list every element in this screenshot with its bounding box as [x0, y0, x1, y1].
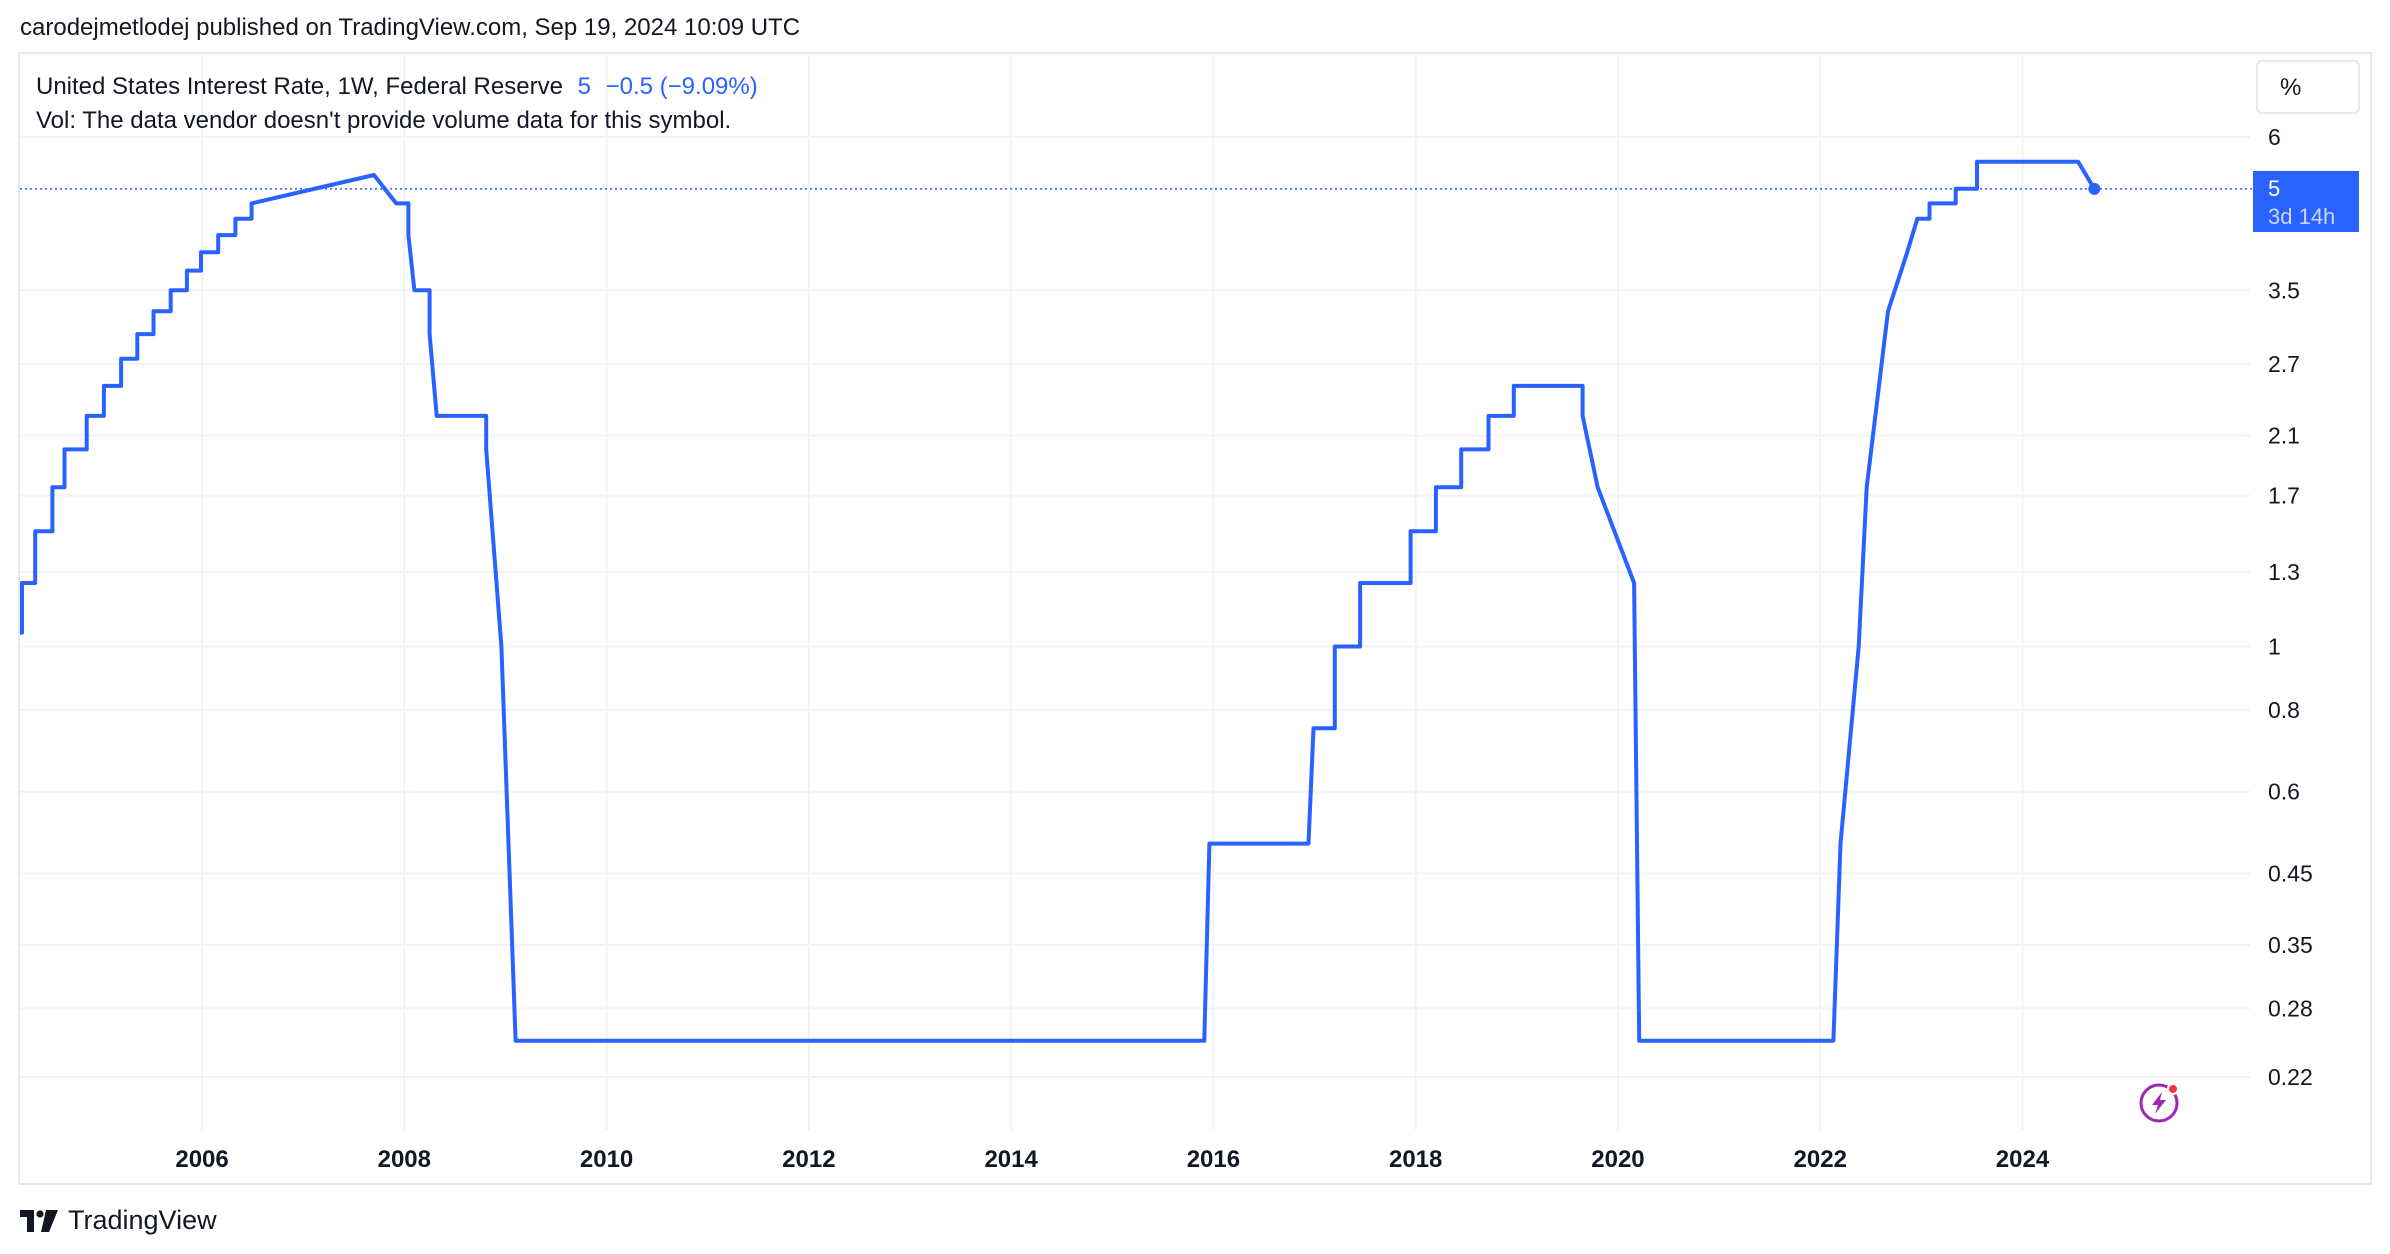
legend-volume-note: Vol: The data vendor doesn't provide vol… [36, 107, 732, 134]
last-price-value: 5 [2268, 176, 2280, 201]
last-price-label: 5 3d 14h [2253, 171, 2359, 232]
publish-info: carodejmetlodej published on TradingView… [20, 14, 801, 41]
tradingview-brand[interactable]: TradingView [20, 1205, 217, 1236]
y-tick-label: 0.35 [2268, 932, 2313, 958]
y-tick-label: 6 [2268, 124, 2281, 150]
tradingview-brand-label: TradingView [68, 1205, 217, 1235]
y-tick-label: 0.6 [2268, 779, 2300, 805]
y-tick-label: 1.3 [2268, 559, 2300, 585]
x-tick-label: 2008 [378, 1146, 431, 1173]
bar-countdown: 3d 14h [2268, 204, 2335, 229]
chart-legend[interactable]: United States Interest Rate, 1W, Federal… [36, 70, 758, 138]
y-tick-label: 1.7 [2268, 483, 2300, 509]
x-tick-label: 2006 [175, 1146, 228, 1173]
grid-layer [20, 56, 2250, 1130]
legend-symbol[interactable]: United States Interest Rate, 1W, Federal… [36, 73, 563, 100]
legend-change: −0.5 (−9.09%) [605, 73, 758, 100]
x-tick-label: 2010 [580, 1146, 633, 1173]
y-tick-label: 0.45 [2268, 861, 2313, 887]
scale-mode-percent-button[interactable]: % [2256, 60, 2360, 114]
x-tick-label: 2020 [1591, 1146, 1644, 1173]
x-tick-label: 2016 [1187, 1146, 1240, 1173]
legend-last-value: 5 [577, 73, 591, 100]
last-point-marker[interactable] [2088, 182, 2101, 195]
x-tick-label: 2018 [1389, 1146, 1442, 1173]
series-line-interest-rate[interactable] [20, 159, 2097, 1043]
y-tick-label: 2.1 [2268, 423, 2300, 449]
y-tick-label: 2.7 [2268, 351, 2300, 377]
y-tick-label: 3.5 [2268, 277, 2300, 303]
y-tick-label: 0.28 [2268, 995, 2313, 1021]
x-tick-label: 2014 [984, 1146, 1038, 1173]
lightning-event-icon[interactable] [2139, 1083, 2179, 1123]
y-axis[interactable]: 6 3.5 2.7 2.1 1.7 1.3 1 0.8 0.6 0.45 0.35 0.28 0.22 [2268, 124, 2313, 1090]
y-tick-label: 1 [2268, 633, 2281, 659]
x-tick-label: 2024 [1996, 1146, 2050, 1173]
x-tick-label: 2022 [1794, 1146, 1847, 1173]
legend-main-row: United States Interest Rate, 1W, Federal… [36, 70, 758, 104]
y-tick-label: 0.8 [2268, 697, 2300, 723]
x-tick-label: 2012 [782, 1146, 835, 1173]
y-tick-label: 0.22 [2268, 1064, 2313, 1090]
x-axis[interactable]: 2006 2008 2010 2012 2014 2016 2018 2020 2022 2024 [175, 1146, 2049, 1173]
tradingview-logo-icon [20, 1209, 58, 1232]
